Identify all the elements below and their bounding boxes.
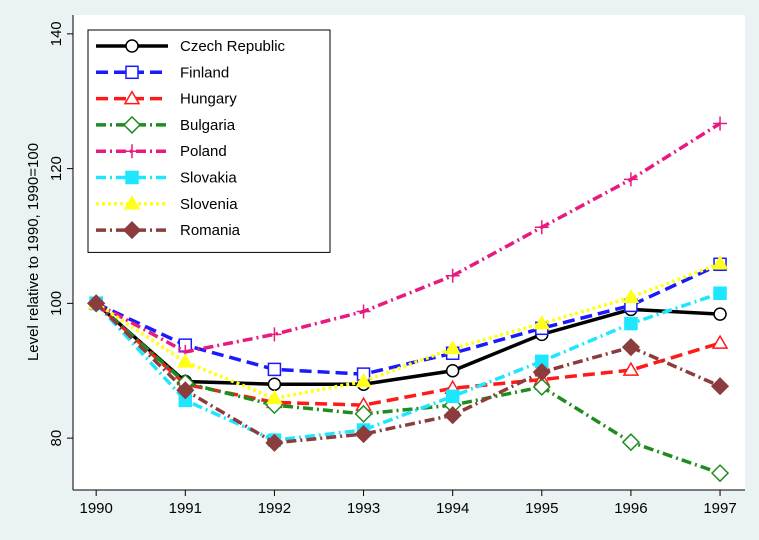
marker [125,170,139,185]
series-line [95,302,721,475]
marker [267,377,282,391]
marker [123,90,141,105]
marker [176,381,195,400]
marker [445,389,460,404]
marker [532,363,551,382]
marker [445,363,460,378]
marker [534,220,549,235]
x-tick-label: 1994 [436,500,469,517]
marker [356,304,371,319]
x-tick-label: 1996 [614,500,647,517]
y-tick-label: 80 [48,430,65,447]
x-tick-label: 1991 [169,500,202,517]
marker [443,406,462,425]
marker [354,425,373,444]
marker [622,361,640,376]
x-tick-label: 1993 [347,500,380,517]
legend-label: Czech Republic [180,38,286,55]
legend-label: Slovenia [180,196,238,213]
y-tick-label: 140 [48,21,65,46]
series-line [95,261,721,401]
marker [710,464,730,483]
y-tick-label: 100 [48,291,65,316]
legend-label: Hungary [180,91,237,108]
marker [532,377,551,396]
marker [267,327,282,342]
marker [711,334,729,349]
marker [713,116,728,131]
marker [122,221,142,240]
marker [622,288,640,304]
marker [266,389,283,405]
series-line [95,262,721,376]
legend: Czech Republic Finland Hungary Bulgaria Pola… [87,29,331,253]
marker [621,338,640,357]
marker [623,172,638,187]
marker [265,433,284,452]
x-tick-label: 1995 [525,500,558,517]
marker [355,373,372,388]
marker [713,286,727,301]
marker [176,353,194,368]
marker [710,377,730,396]
series-line [94,302,721,445]
marker [533,315,551,330]
marker [713,307,727,321]
y-tick-label: 120 [48,156,65,181]
marker [444,340,461,355]
marker [354,404,373,423]
x-tick-label: 1992 [258,500,291,517]
series-line [95,121,721,354]
marker [125,39,139,53]
marker [125,65,139,80]
series-line [94,291,721,442]
marker [711,255,729,270]
y-axis-label: Level relative to 1990, 1990=100 [25,143,42,361]
marker [87,294,106,313]
marker [122,115,142,134]
marker [624,316,638,331]
marker [267,362,282,377]
marker [123,195,141,210]
marker [125,144,139,159]
marker [445,268,460,283]
series-line [95,302,721,386]
x-tick-label: 1990 [79,500,112,517]
marker [621,433,640,452]
legend-label: Romania [180,222,241,239]
legend-label: Finland [180,64,229,81]
x-tick-label: 1997 [703,500,736,517]
legend-label: Bulgaria [180,117,236,134]
legend-label: Slovakia [180,170,237,187]
legend-label: Poland [180,143,227,160]
